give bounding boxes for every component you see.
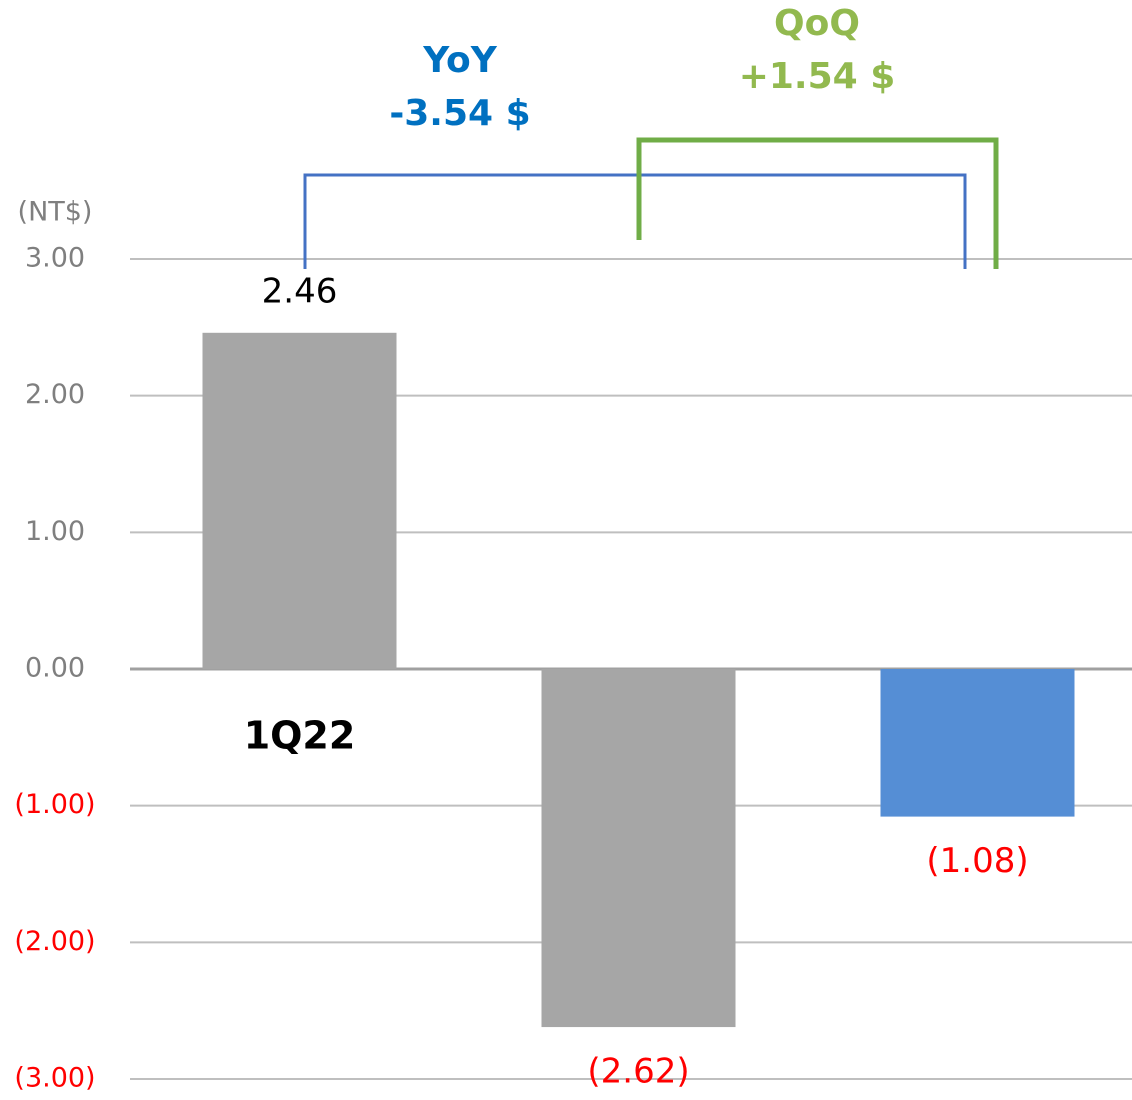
value-label: (1.08): [926, 841, 1028, 881]
y-tick-label: (2.00): [14, 926, 95, 957]
annotation-text: +1.54 $: [739, 56, 896, 97]
bar: [880, 669, 1075, 817]
value-label: (2.62): [587, 1052, 689, 1092]
annotation-text: -3.54 $: [389, 93, 530, 134]
bar: [541, 669, 736, 1028]
y-tick-label: (3.00): [14, 1063, 95, 1094]
y-tick-label: 1.00: [25, 516, 85, 547]
y-tick-label: 0.00: [25, 653, 85, 684]
bar: [202, 332, 397, 669]
y-tick-label: 2.00: [25, 379, 85, 410]
value-label: 2.46: [262, 271, 338, 311]
yoy-bracket: [303, 173, 967, 269]
annotation-title: QoQ: [774, 3, 860, 44]
x-tick-label: 1Q22: [244, 714, 356, 758]
y-tick-label: 3.00: [25, 243, 85, 274]
y-axis-label: (NT$): [18, 197, 93, 228]
qoq-bracket: [636, 137, 999, 269]
y-tick-label: (1.00): [14, 789, 95, 820]
annotation-title: YoY: [422, 40, 497, 81]
